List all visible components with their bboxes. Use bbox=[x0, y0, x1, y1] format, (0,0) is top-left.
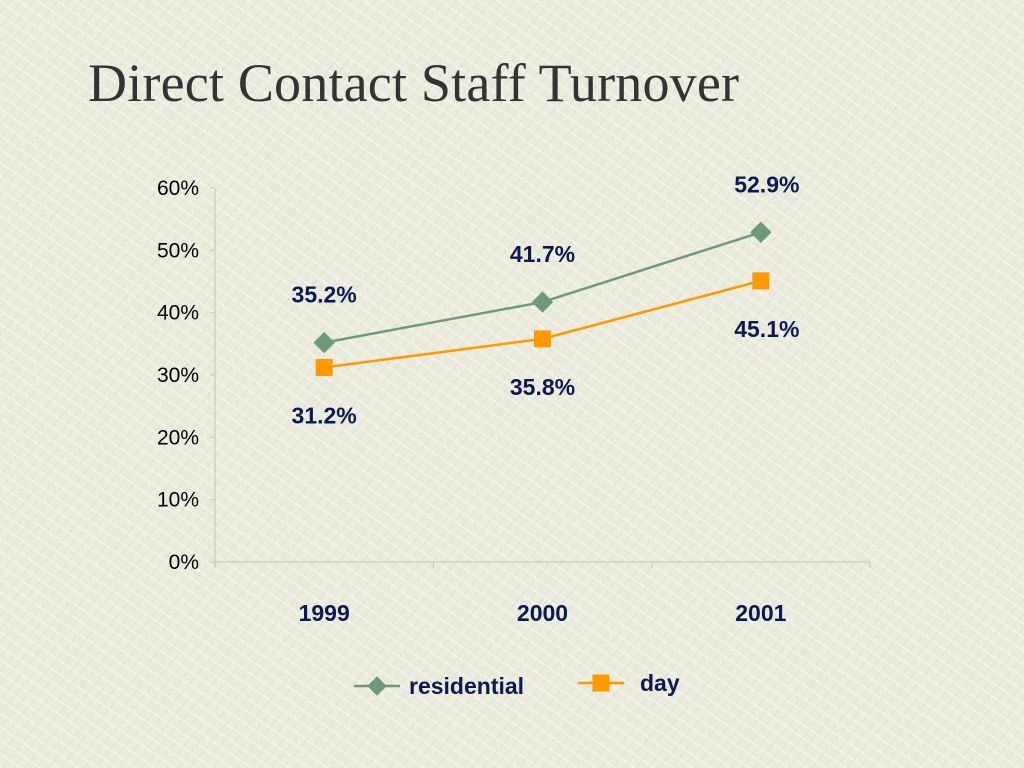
slide-title: Direct Contact Staff Turnover bbox=[88, 53, 740, 113]
x-tick-label: 2000 bbox=[517, 600, 568, 626]
data-point-day bbox=[752, 272, 770, 290]
y-axis: 0% 10% 20% 30% 40% 50% 60% bbox=[157, 177, 216, 574]
y-tick-label: 40% bbox=[157, 302, 199, 325]
y-tick-label: 20% bbox=[157, 426, 199, 449]
legend: residential day bbox=[354, 670, 680, 699]
y-tick-label: 30% bbox=[157, 364, 199, 387]
y-tick-label: 60% bbox=[157, 177, 199, 200]
data-point-day bbox=[315, 359, 333, 377]
data-label-day: 31.2% bbox=[292, 403, 357, 429]
x-tick-label: 2001 bbox=[735, 600, 786, 626]
series-layer: 35.2% 41.7% 52.9% 31.2% 35.8% 45.1% bbox=[292, 171, 800, 428]
y-tick-label: 50% bbox=[157, 239, 199, 262]
y-tick-label: 0% bbox=[169, 551, 199, 574]
y-tick-label: 10% bbox=[157, 489, 199, 512]
data-label-day: 35.8% bbox=[510, 374, 575, 400]
data-label-residential: 35.2% bbox=[292, 282, 357, 308]
data-point-residential bbox=[531, 291, 554, 313]
data-label-residential: 41.7% bbox=[510, 241, 575, 267]
legend-label-residential: residential bbox=[409, 673, 524, 699]
data-point-day bbox=[534, 330, 551, 348]
x-tick-label: 1999 bbox=[299, 600, 350, 626]
x-axis: 1999 2000 2001 bbox=[214, 561, 871, 626]
legend-marker-day bbox=[592, 674, 610, 692]
data-point-residential bbox=[313, 331, 335, 354]
legend-label-day: day bbox=[640, 670, 680, 696]
legend-marker-residential bbox=[367, 676, 387, 696]
data-point-residential bbox=[750, 221, 772, 243]
data-label-residential: 52.9% bbox=[734, 171, 799, 197]
data-label-day: 45.1% bbox=[734, 316, 799, 342]
